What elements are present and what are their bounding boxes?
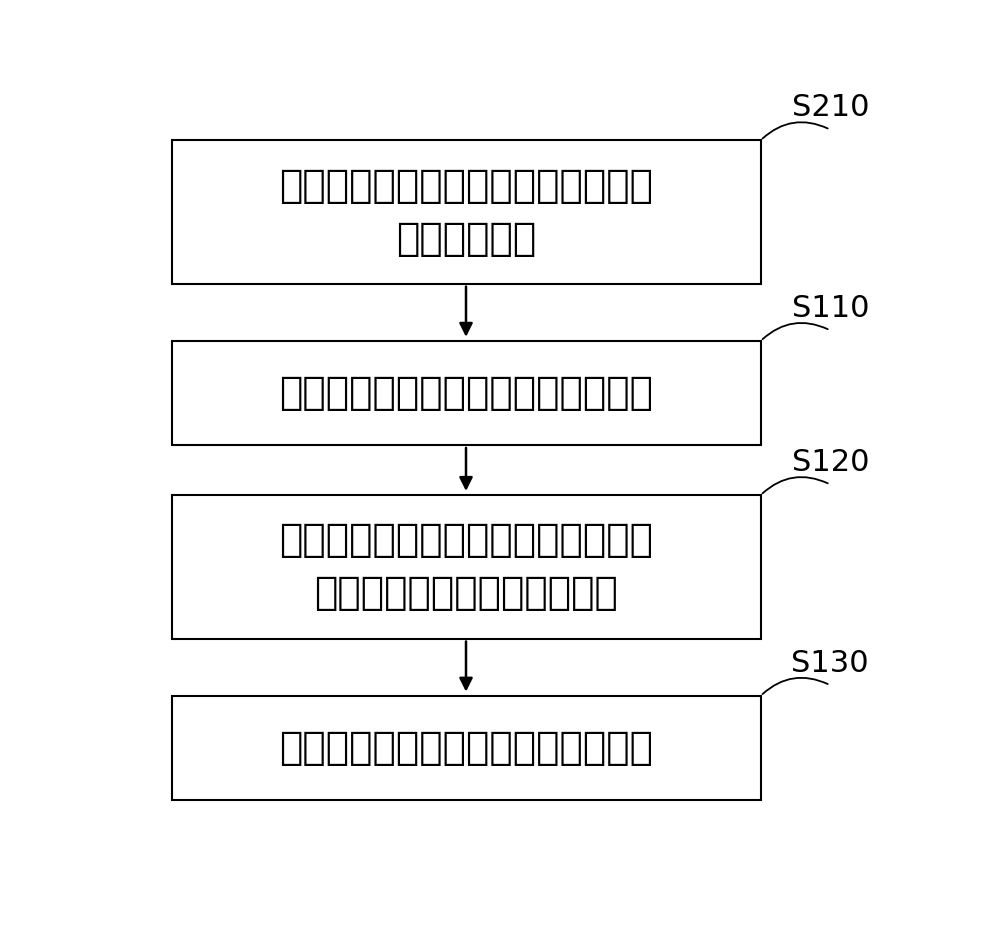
Text: S120: S120: [792, 449, 869, 478]
Text: S110: S110: [792, 294, 869, 323]
FancyBboxPatch shape: [172, 495, 761, 639]
Text: 将待发送的数字音频信号转换为模拟
音频信号后通过音频端口输出: 将待发送的数字音频信号转换为模拟 音频信号后通过音频端口输出: [279, 521, 653, 613]
FancyBboxPatch shape: [172, 141, 761, 284]
FancyBboxPatch shape: [172, 341, 761, 445]
Text: S130: S130: [791, 649, 869, 678]
Text: S210: S210: [792, 93, 869, 123]
Text: 生成结束同步码并通过音频端口输出: 生成结束同步码并通过音频端口输出: [279, 729, 653, 767]
FancyBboxPatch shape: [172, 696, 761, 800]
Text: 生成起始同步码并通过音频端口输出: 生成起始同步码并通过音频端口输出: [279, 374, 653, 412]
Text: 输出任意波形的模拟音频信号以将接
收端设备激活: 输出任意波形的模拟音频信号以将接 收端设备激活: [279, 167, 653, 258]
